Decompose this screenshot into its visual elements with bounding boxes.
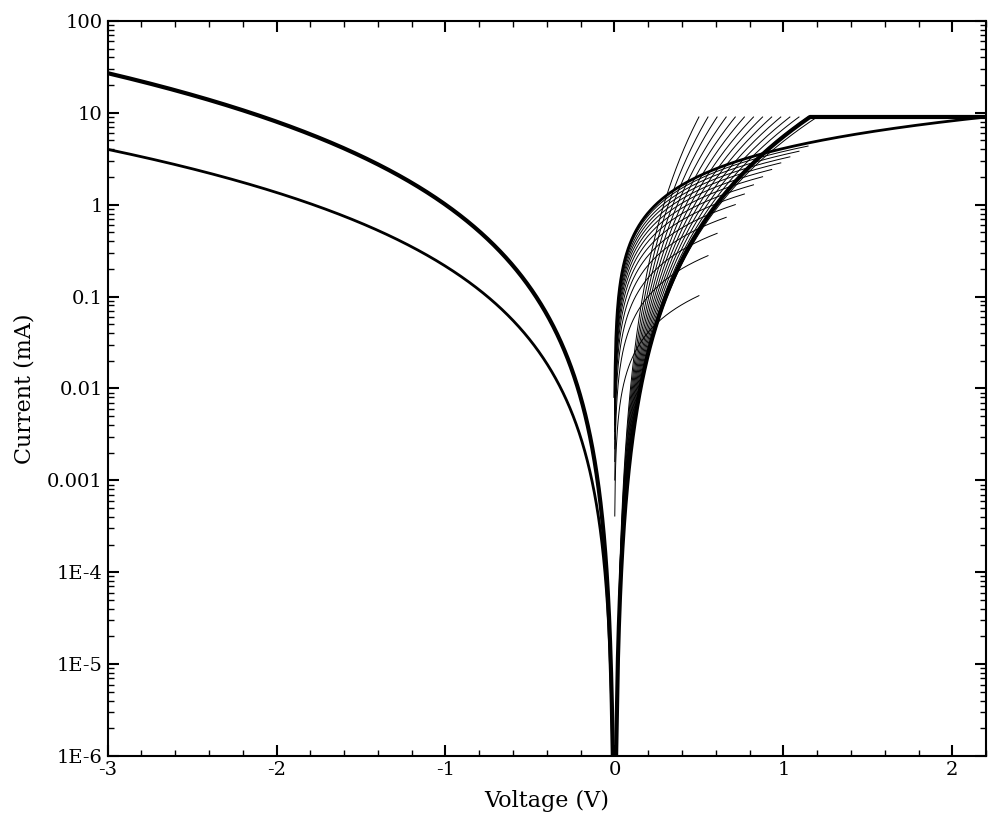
X-axis label: Voltage (V): Voltage (V) xyxy=(484,790,609,812)
Y-axis label: Current (mA): Current (mA) xyxy=(14,313,36,463)
